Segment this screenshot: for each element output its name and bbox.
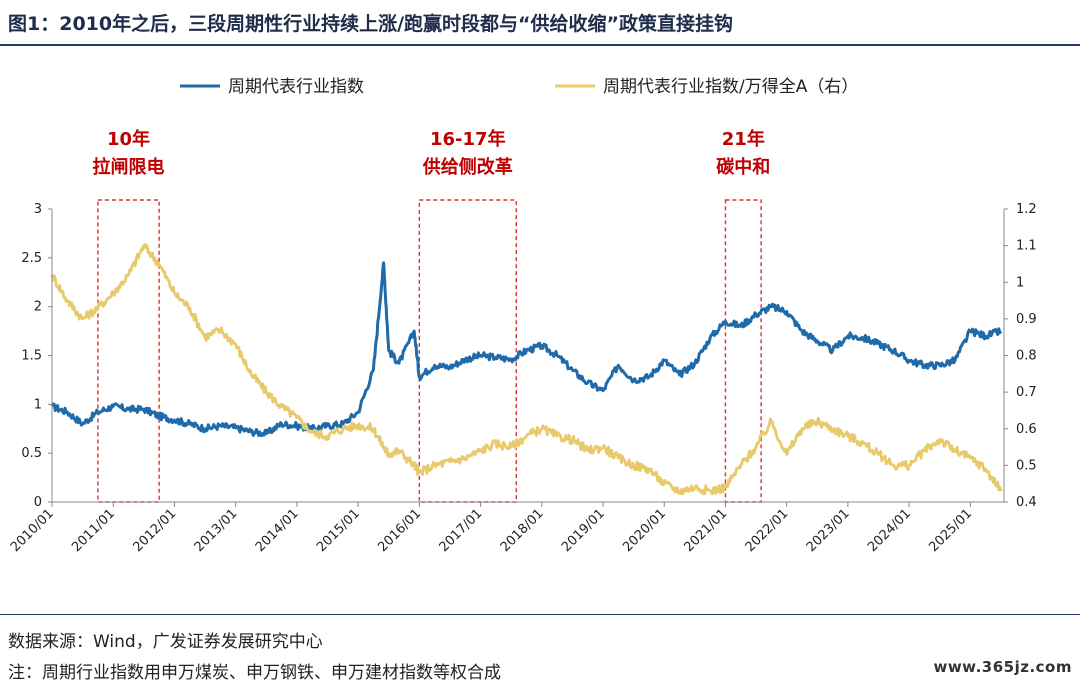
y-left-tick-label: 0	[34, 495, 42, 510]
x-tick-label: 2010/01	[8, 506, 57, 555]
y-right-tick-label: 0.7	[1016, 385, 1037, 400]
y-right-tick-label: 1.1	[1016, 239, 1037, 254]
y-left-tick-label: 1	[34, 397, 42, 412]
x-tick-label: 2014/01	[253, 506, 302, 555]
series-line-relative-ratio	[50, 242, 1003, 496]
annotation-label: 碳中和	[716, 156, 770, 178]
y-left-tick-label: 3	[34, 202, 42, 217]
annotation-box	[418, 199, 517, 503]
x-tick-label: 2023/01	[804, 506, 853, 555]
data-source-text: 数据来源：Wind，广发证券发展研究中心	[8, 632, 323, 652]
x-tick-label: 2013/01	[192, 506, 241, 555]
y-left-tick-label: 2.5	[21, 251, 42, 266]
legend: 周期代表行业指数 周期代表行业指数/万得全A（右）	[180, 77, 858, 97]
x-tick-label: 2016/01	[375, 506, 424, 555]
y-right-tick-label: 0.6	[1016, 422, 1037, 437]
line-chart: 0 0.5 1 1.5 2 2.5 3 0.4 0.5 0.6 0.7 0.8 0.9 1 1.1 1.2 20…	[8, 77, 1037, 555]
x-tick-label: 2015/01	[314, 506, 363, 555]
x-tick-label: 2025/01	[926, 506, 975, 555]
legend-label: 周期代表行业指数	[228, 77, 364, 97]
x-tick-label: 2012/01	[130, 506, 179, 555]
annotation-box	[724, 199, 762, 503]
footnote-text: 注：周期行业指数用申万煤炭、申万钢铁、申万建材指数等权合成	[8, 663, 501, 683]
y-left-tick-label: 1.5	[21, 349, 42, 364]
x-tick-label: 2022/01	[743, 506, 792, 555]
annotation-label: 供给侧改革	[422, 156, 513, 178]
annotation-label: 拉闸限电	[93, 156, 165, 178]
y-right-tick-label: 1.2	[1016, 202, 1037, 217]
y-right-tick-label: 0.9	[1016, 312, 1037, 327]
y-left-tick-label: 0.5	[21, 446, 42, 461]
title-divider	[0, 44, 1080, 46]
annotation-label: 21年	[722, 128, 765, 150]
annotation-label: 10年	[107, 128, 150, 150]
x-tick-label: 2011/01	[69, 506, 118, 555]
x-tick-label: 2021/01	[681, 506, 730, 555]
watermark-text: www.365jz.com	[933, 658, 1072, 676]
footer-divider	[0, 614, 1080, 615]
y-right-tick-label: 0.4	[1016, 495, 1037, 510]
x-tick-label: 2017/01	[437, 506, 486, 555]
y-right-tick-label: 0.8	[1016, 349, 1037, 364]
figure-title: 图1：2010年之后，三段周期性行业持续上涨/跑赢时段都与“供给收缩”政策直接挂…	[8, 13, 734, 35]
series-line-industry-index	[50, 261, 1003, 437]
annotation-label: 16-17年	[430, 128, 506, 150]
x-tick-label: 2018/01	[498, 506, 547, 555]
x-tick-label: 2020/01	[620, 506, 669, 555]
y-right-tick-label: 1	[1016, 275, 1024, 290]
annotation-boxes	[97, 199, 762, 503]
axes: 0 0.5 1 1.5 2 2.5 3 0.4 0.5 0.6 0.7 0.8 0.9 1 1.1 1.2 20…	[8, 202, 1037, 555]
series-lines	[50, 242, 1003, 496]
x-tick-label: 2019/01	[559, 506, 608, 555]
annotation-box	[97, 199, 160, 503]
y-right-tick-label: 0.5	[1016, 458, 1037, 473]
y-left-tick-label: 2	[34, 300, 42, 315]
legend-label: 周期代表行业指数/万得全A（右）	[603, 77, 858, 97]
x-tick-label: 2024/01	[865, 506, 914, 555]
